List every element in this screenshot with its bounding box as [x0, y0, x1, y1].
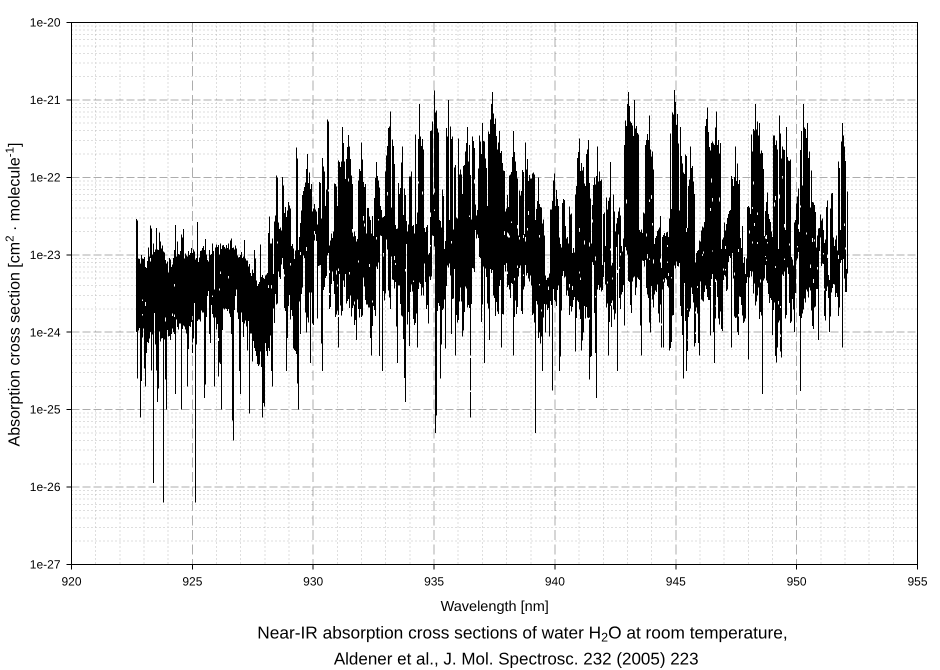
svg-text:940: 940 — [545, 575, 565, 589]
svg-text:Aldener et al., J. Mol. Spectr: Aldener et al., J. Mol. Spectrosc. 232 (… — [334, 650, 699, 669]
svg-text:Wavelength [nm]: Wavelength [nm] — [441, 599, 549, 615]
svg-text:Near-IR absorption cross secti: Near-IR absorption cross sections of wat… — [257, 623, 787, 645]
svg-text:920: 920 — [61, 575, 81, 589]
svg-text:1e-21: 1e-21 — [30, 93, 61, 107]
svg-text:955: 955 — [907, 575, 927, 589]
svg-text:1e-27: 1e-27 — [30, 558, 61, 572]
svg-text:1e-23: 1e-23 — [30, 248, 61, 262]
svg-text:1e-22: 1e-22 — [30, 171, 61, 185]
svg-text:Absorption cross section [cm2: Absorption cross section [cm2 · molecule… — [5, 143, 24, 447]
svg-text:1e-26: 1e-26 — [30, 480, 61, 494]
svg-text:935: 935 — [424, 575, 444, 589]
svg-text:1e-24: 1e-24 — [30, 325, 61, 339]
svg-text:950: 950 — [787, 575, 807, 589]
svg-text:945: 945 — [666, 575, 686, 589]
svg-text:925: 925 — [182, 575, 202, 589]
svg-text:930: 930 — [303, 575, 323, 589]
svg-text:1e-25: 1e-25 — [30, 403, 61, 417]
svg-text:1e-20: 1e-20 — [30, 16, 61, 30]
